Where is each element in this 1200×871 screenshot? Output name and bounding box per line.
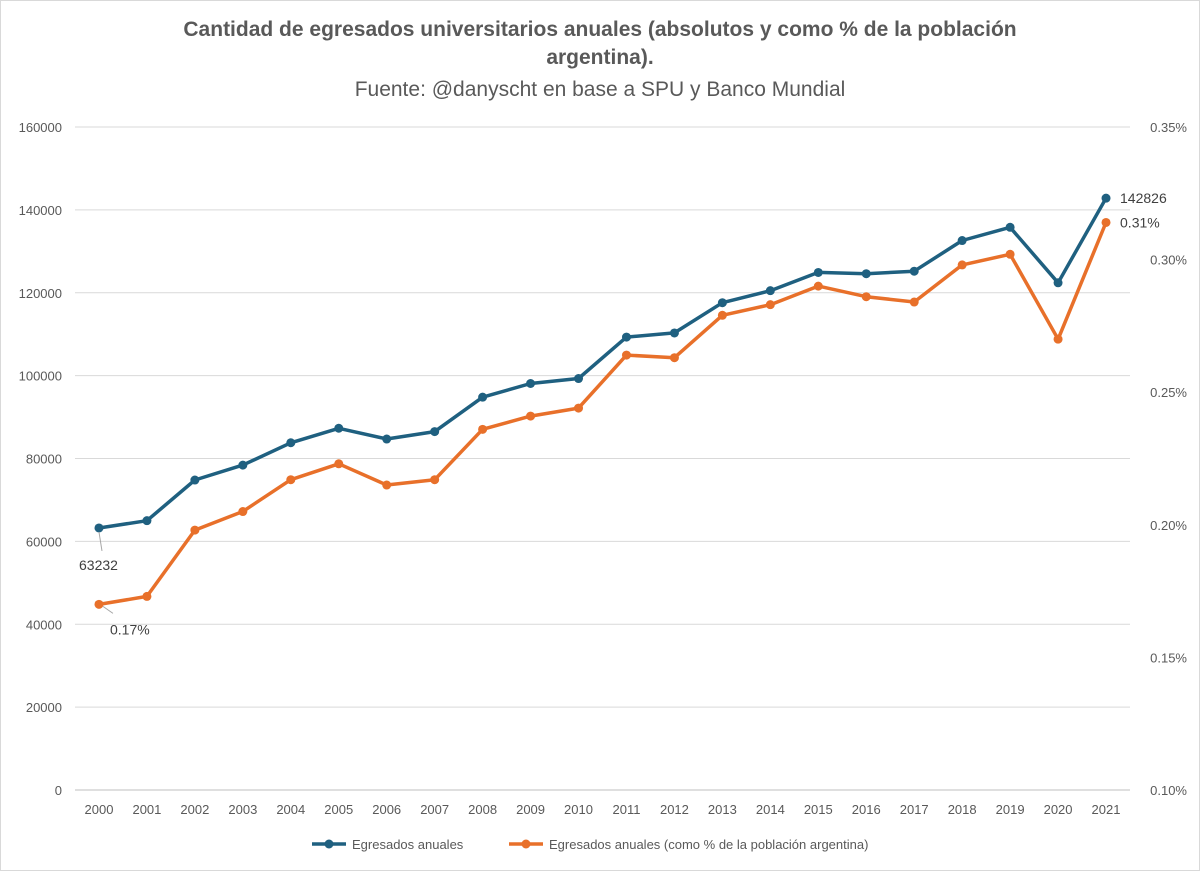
series-2-point (190, 525, 200, 535)
x-tick-label: 2017 (900, 802, 929, 817)
series-2-point (334, 459, 344, 469)
legend-label-series-1: Egresados anuales (352, 837, 464, 852)
series-1-point (1101, 193, 1111, 203)
series-2-point (478, 424, 488, 434)
series-2-point (765, 300, 775, 310)
x-tick-label: 2019 (996, 802, 1025, 817)
x-tick-label: 2009 (516, 802, 545, 817)
series-2-point (717, 310, 727, 320)
chart-title-line-1: Cantidad de egresados universitarios anu… (183, 18, 1017, 41)
y-right-tick-label: 0.15% (1150, 650, 1187, 665)
series-1-point (382, 434, 392, 444)
data-label-series-1-last: 142826 (1120, 190, 1167, 206)
data-label-series-2-last: 0.31% (1120, 214, 1160, 230)
x-tick-label: 2004 (276, 802, 305, 817)
x-tick-label: 2016 (852, 802, 881, 817)
x-tick-label: 2015 (804, 802, 833, 817)
series-2-point (142, 591, 152, 601)
data-label-leader (98, 531, 103, 552)
y-left-tick-label: 100000 (19, 369, 62, 384)
x-tick-label: 2010 (564, 802, 593, 817)
series-1-point (1005, 222, 1015, 232)
y-right-tick-label: 0.35% (1150, 120, 1187, 135)
series-1-point (238, 460, 248, 470)
series-2-point (1005, 249, 1015, 259)
x-tick-label: 2007 (420, 802, 449, 817)
series-1-point (1053, 278, 1063, 288)
series-1-point (765, 286, 775, 296)
series-2-point (382, 480, 392, 490)
series-1-point (94, 523, 104, 533)
series-1-point (621, 332, 631, 342)
series-1-point (957, 236, 967, 246)
x-tick-label: 2020 (1044, 802, 1073, 817)
x-tick-label: 2005 (324, 802, 353, 817)
x-tick-label: 2003 (228, 802, 257, 817)
y-left-tick-label: 0 (55, 783, 62, 798)
x-tick-label: 2013 (708, 802, 737, 817)
series-line-2 (98, 221, 1108, 607)
y-left-tick-label: 140000 (19, 203, 62, 218)
series-1-point (478, 392, 488, 402)
data-label-series-2-first: 0.17% (110, 621, 150, 637)
series-2-point (621, 350, 631, 360)
y-right-tick-label: 0.10% (1150, 783, 1187, 798)
series-2-point (909, 297, 919, 307)
y-left-tick-label: 60000 (26, 534, 62, 549)
series-1-point (861, 269, 871, 279)
series-1-point (286, 438, 296, 448)
series-2-point (1101, 217, 1111, 227)
series-1-point (574, 374, 584, 384)
series-2-point (238, 507, 248, 517)
series-line-1 (98, 197, 1108, 530)
x-tick-label: 2012 (660, 802, 689, 817)
series-2-point (861, 292, 871, 302)
chart-subtitle: Fuente: @danyscht en base a SPU y Banco … (354, 78, 846, 101)
series-2-point (430, 475, 440, 485)
y-right-tick-label: 0.20% (1150, 518, 1187, 533)
series-1-point (813, 267, 823, 277)
legend-marker-series-1 (324, 839, 334, 849)
x-tick-label: 2000 (85, 802, 114, 817)
legend-label-series-2: Egresados anuales (como % de la població… (549, 837, 868, 852)
series-2-point (1053, 334, 1063, 344)
series-2-point (286, 475, 296, 485)
y-left-tick-label: 160000 (19, 120, 62, 135)
y-left-tick-label: 40000 (26, 617, 62, 632)
chart-title-line-2: argentina). (546, 46, 654, 69)
series-2-point (574, 403, 584, 413)
x-tick-label: 2001 (132, 802, 161, 817)
data-label-series-1-first: 63232 (79, 557, 118, 573)
y-left-tick-label: 20000 (26, 700, 62, 715)
x-tick-label: 2006 (372, 802, 401, 817)
x-tick-label: 2011 (612, 802, 640, 817)
data-label-leader (102, 605, 114, 614)
x-tick-label: 2021 (1092, 802, 1121, 817)
series-2-point (94, 599, 104, 609)
series-1-point (909, 266, 919, 276)
x-tick-label: 2008 (468, 802, 497, 817)
series-1-point (334, 423, 344, 433)
series-1-point (526, 378, 536, 388)
y-right-tick-label: 0.30% (1150, 253, 1187, 268)
y-right-tick-label: 0.25% (1150, 385, 1187, 400)
series-1-point (669, 328, 679, 338)
series-2-point (526, 411, 536, 421)
x-tick-label: 2002 (180, 802, 209, 817)
chart-title: Cantidad de egresados universitarios anu… (0, 16, 1200, 72)
series-1-point (717, 298, 727, 308)
series-1-point (142, 516, 152, 526)
x-tick-label: 2014 (756, 802, 785, 817)
series-2-point (669, 353, 679, 363)
legend-marker-series-2 (521, 839, 531, 849)
series-2-point (813, 281, 823, 291)
y-left-tick-label: 80000 (26, 452, 62, 467)
y-left-tick-label: 120000 (19, 286, 62, 301)
series-1-point (430, 427, 440, 437)
x-tick-label: 2018 (948, 802, 977, 817)
series-1-point (190, 475, 200, 485)
series-2-point (957, 260, 967, 270)
